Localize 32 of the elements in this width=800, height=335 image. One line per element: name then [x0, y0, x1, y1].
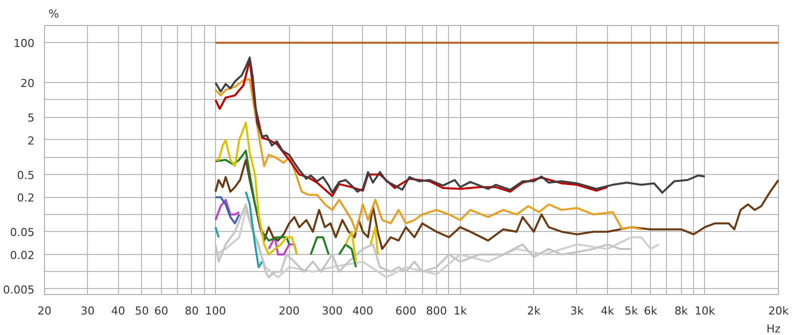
x-tick-label: 60 [154, 304, 168, 318]
x-tick-label: 800 [426, 304, 447, 318]
x-tick-label: 300 [322, 304, 343, 318]
x-tick-label: 20 [38, 304, 52, 318]
y-tick-label: 0.5 [17, 168, 35, 182]
x-tick-label: 8k [674, 304, 688, 318]
y-tick-label: 20 [20, 77, 35, 90]
x-tick-label: 30 [80, 304, 95, 318]
x-tick-label: 5k [624, 304, 639, 318]
y-tick-label: 0.2 [17, 192, 35, 205]
x-tick-label: 2k [527, 304, 542, 318]
x-tick-label: 50 [134, 304, 149, 318]
y-axis-title: % [48, 8, 59, 20]
y-tick-label: 0.05 [10, 226, 35, 240]
y-tick-label: 0.02 [10, 248, 35, 262]
x-tick-label: 400 [352, 304, 374, 318]
x-tick-label: 200 [278, 304, 300, 318]
x-tick-label: 10k [694, 304, 716, 318]
x-tick-label: 3k [570, 304, 584, 318]
y-tick-label: 2 [28, 134, 34, 148]
x-tick-label: 100 [205, 304, 226, 318]
x-tick-label: 600 [395, 304, 416, 318]
x-tick-label: 4k [600, 304, 615, 318]
x-tick-label: 20k [768, 304, 790, 318]
x-tick-label: 6k [644, 304, 658, 318]
y-tick-label: 100 [14, 37, 35, 50]
y-tick-label: 0.005 [3, 283, 35, 296]
x-tick-label: 80 [184, 304, 199, 318]
x-axis-title: Hz [766, 322, 781, 335]
x-tick-label: 1k [453, 304, 468, 318]
x-tick-label: 40 [111, 304, 126, 318]
y-tick-label: 5 [28, 112, 34, 125]
